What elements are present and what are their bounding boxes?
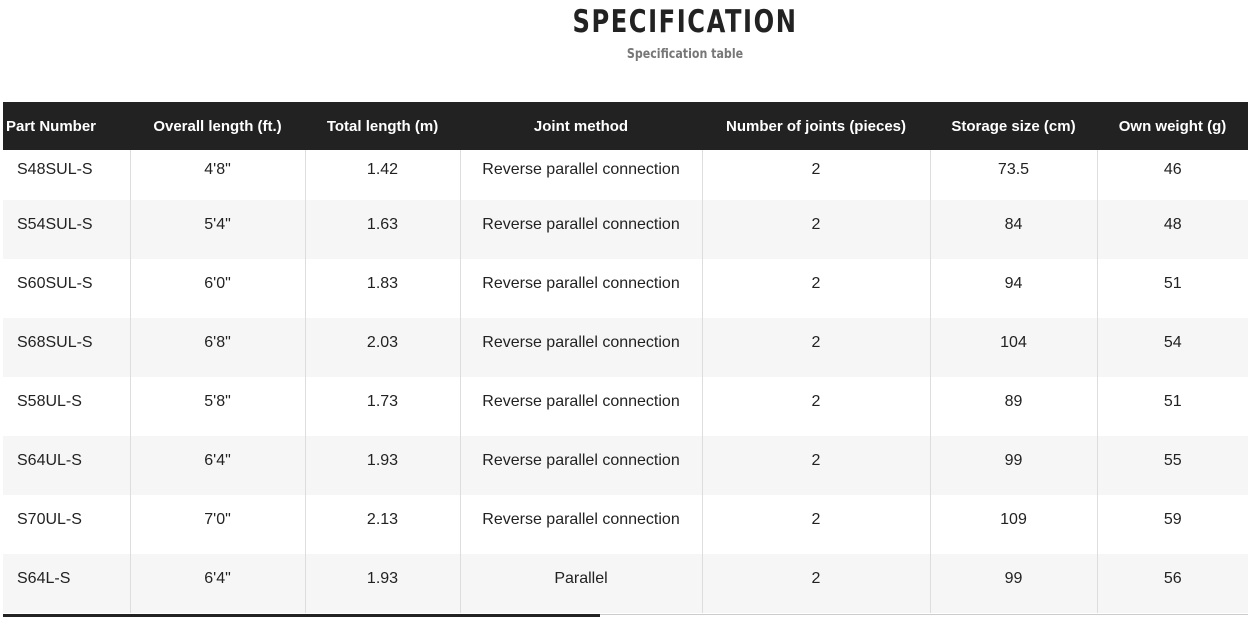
table-cell: 7'0" [129,495,305,554]
table-cell: 48 [1096,200,1248,259]
table-row: S64UL-S 6'4" 1.93 Reverse parallel connecti… [3,436,1248,495]
table-cell: 2 [701,318,930,377]
table-cell: 94 [929,259,1097,318]
table-cell: 6'4" [129,554,305,613]
table-cell: 56 [1096,554,1248,613]
column-header: Storage size (cm) [930,102,1097,150]
table-cell: S58UL-S [17,392,82,410]
table-cell: 51 [1096,377,1248,436]
table-row: S70UL-S 7'0" 2.13 Reverse parallel connecti… [3,495,1248,554]
table-cell: 1.73 [304,377,460,436]
table-cell: 59 [1096,495,1248,554]
table-cell: 84 [929,200,1097,259]
table-cell: 2 [701,436,930,495]
table-cell: S64L-S [3,554,130,613]
table-cell: 1.63 [304,200,460,259]
column-header: Part Number [3,102,130,150]
table-cell: 51 [1096,259,1248,318]
table-row: S64L-S 6'4" 1.93 Parallel 2 99 56 [3,554,1248,613]
page-title: SPECIFICATION [572,4,798,40]
table-cell: Reverse parallel connection [459,495,702,554]
table-cell: S60SUL-S [17,274,93,292]
horizontal-scrollbar-thumb[interactable] [3,614,600,617]
table-row: S68SUL-S 6'8" 2.03 Reverse parallel connect… [3,318,1248,377]
table-row: S48SUL-S 4'8" 1.42 Reverse parallel connect… [3,150,1248,200]
table-cell: 2.13 [304,495,460,554]
table-cell: 5'4" [129,200,305,259]
table-cell: 1.93 [304,436,460,495]
table-cell: 2 [701,150,930,200]
table-cell: 99 [929,436,1097,495]
table-cell: S68SUL-S [3,318,130,377]
table-cell: Reverse parallel connection [459,259,702,318]
table-row: S58UL-S 5'8" 1.73 Reverse parallel connecti… [3,377,1248,436]
table-cell: 5'8" [129,377,305,436]
column-header: Number of joints (pieces) [702,102,930,150]
table-cell: S54SUL-S [3,200,130,259]
table-cell: 2 [701,259,930,318]
table-cell: 55 [1096,436,1248,495]
table-cell: 2 [701,554,930,613]
table-cell: 2 [701,200,930,259]
table-cell: 54 [1096,318,1248,377]
table-cell: 2.03 [304,318,460,377]
table-cell: Reverse parallel connection [459,150,702,200]
column-header: Joint method [460,102,702,150]
table-row: S54SUL-S 5'4" 1.63 Reverse parallel connect… [3,200,1248,259]
table-cell: Reverse parallel connection [459,200,702,259]
table-row: S60SUL-S 6'0" 1.83 Reverse parallel connect… [3,259,1248,318]
table-cell: 1.83 [304,259,460,318]
column-header: Own weight (g) [1097,102,1248,150]
table-cell: Reverse parallel connection [459,377,702,436]
table-cell: 6'8" [129,318,305,377]
table-cell: 99 [929,554,1097,613]
table-header-row: Part Number Overall length (ft.) Total len… [3,102,1248,150]
table-cell: 104 [929,318,1097,377]
column-header: Overall length (ft.) [130,102,305,150]
table-cell: 46 [1096,150,1248,200]
table-cell: S70UL-S [17,510,82,528]
table-cell: Reverse parallel connection [459,318,702,377]
table-cell: Parallel [459,554,702,613]
table-cell: 2 [701,377,930,436]
specification-table: Part Number Overall length (ft.) Total len… [3,102,1248,613]
table-cell: 4'8" [129,150,305,200]
table-cell: S64UL-S [3,436,130,495]
table-cell: 73.5 [929,150,1097,200]
table-cell: S48SUL-S [17,161,93,178]
horizontal-scrollbar-track[interactable] [3,614,1248,615]
table-cell: 6'4" [129,436,305,495]
table-cell: 89 [929,377,1097,436]
table-cell: 2 [701,495,930,554]
table-cell: Reverse parallel connection [459,436,702,495]
page-subtitle: Specification table [626,47,744,62]
table-cell: 109 [929,495,1097,554]
column-header: Total length (m) [305,102,460,150]
table-cell: 1.93 [304,554,460,613]
table-cell: 6'0" [129,259,305,318]
table-cell: 1.42 [304,150,460,200]
